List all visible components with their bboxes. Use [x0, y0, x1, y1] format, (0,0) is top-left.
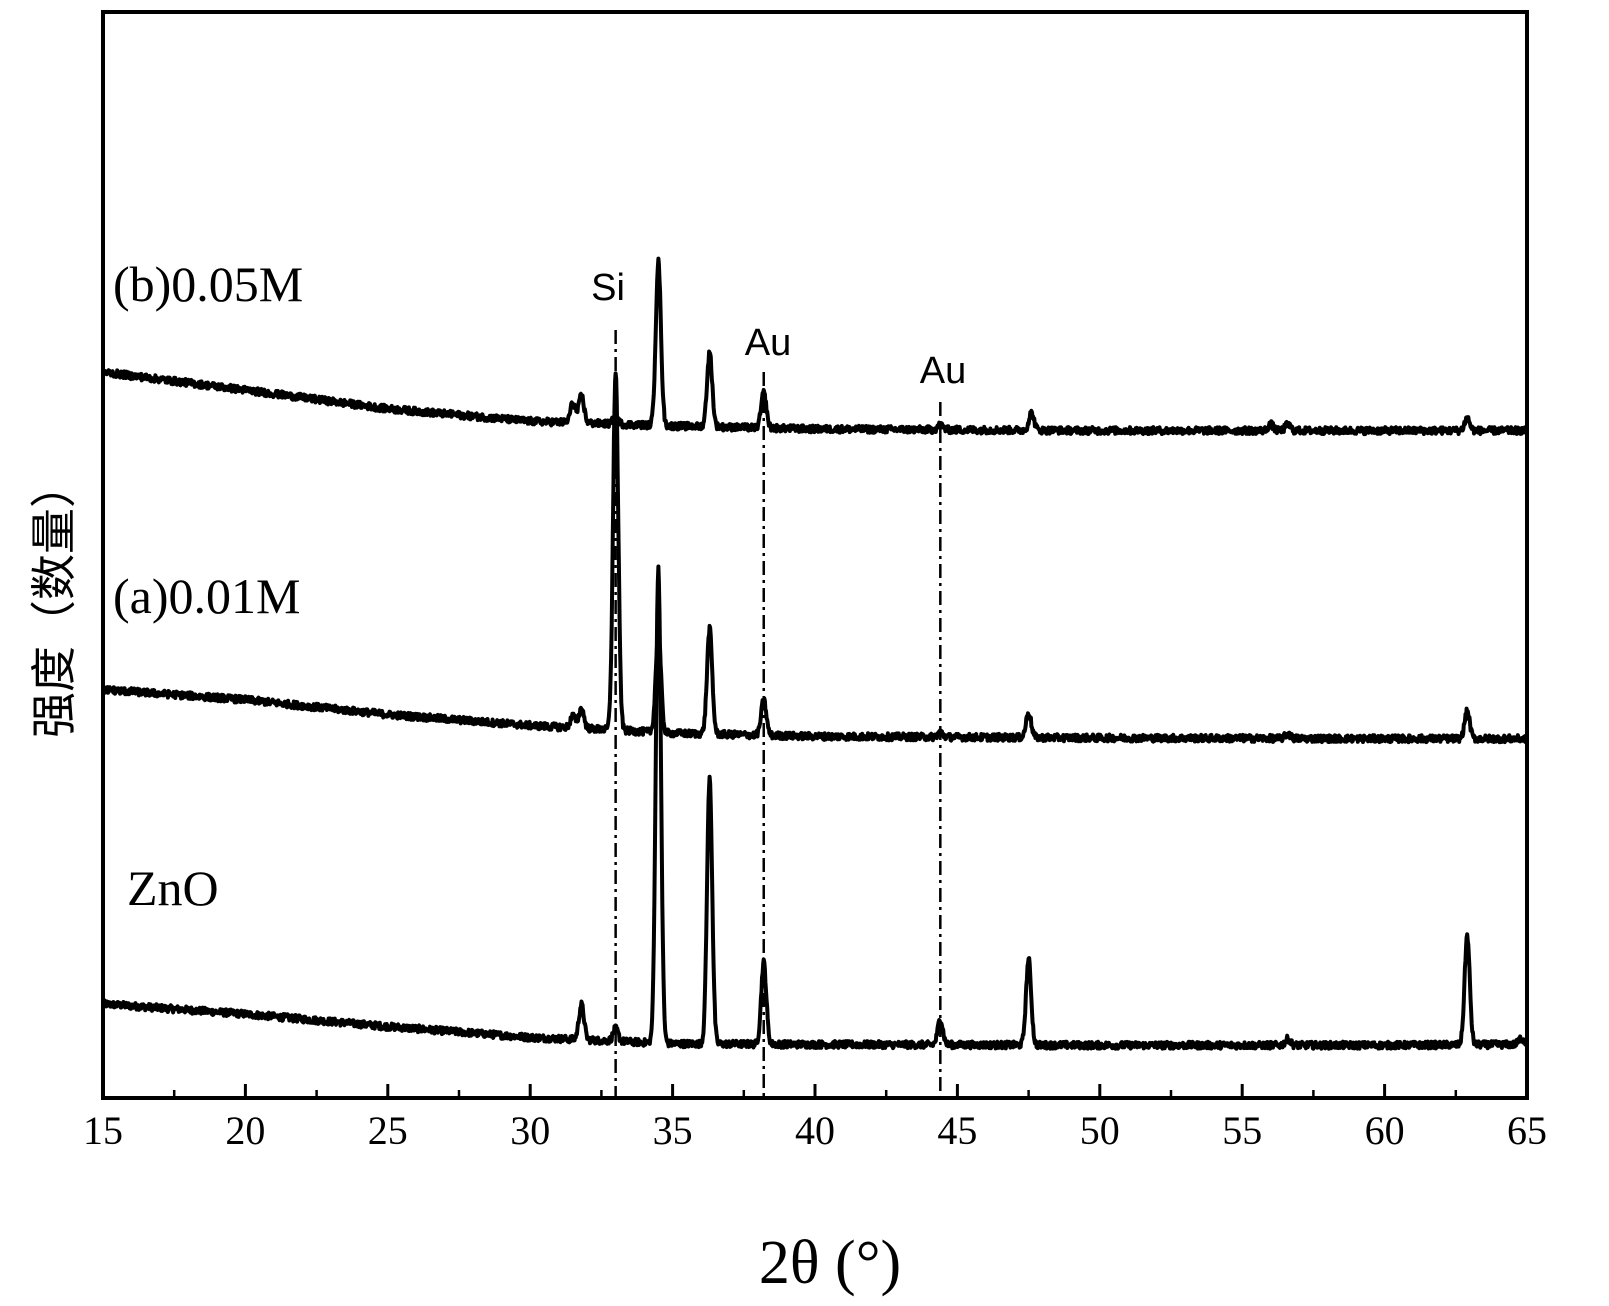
x-tick-label-9: 60 [1365, 1108, 1405, 1153]
annotations: ZnO (a)0.01M (b)0.05M Si Au Au [113, 256, 966, 916]
y-axis-title: 强度（数量） [27, 462, 81, 738]
series-line-2 [103, 259, 1527, 435]
x-tick-label-10: 65 [1507, 1108, 1547, 1153]
x-axis-title: 2θ (°) [759, 1229, 901, 1297]
reference-label-1: Au [745, 322, 791, 364]
x-tick-label-8: 55 [1222, 1108, 1262, 1153]
x-tick-label-2: 25 [368, 1108, 408, 1153]
x-tick-label-5: 40 [795, 1108, 835, 1153]
plot-frame [103, 12, 1527, 1098]
series-line-0 [103, 567, 1527, 1049]
plot-area [103, 259, 1527, 1098]
x-tick-label-6: 45 [937, 1108, 977, 1153]
reference-label-2: Au [920, 350, 966, 392]
x-tick-label-3: 30 [510, 1108, 550, 1153]
x-tick-label-7: 50 [1080, 1108, 1120, 1153]
x-tick-label-1: 20 [225, 1108, 265, 1153]
x-axis-ticks: 15 20 25 30 35 40 45 50 55 60 65 [83, 1084, 1547, 1153]
reference-label-0: Si [591, 267, 625, 309]
plot-border [103, 12, 1527, 1098]
series-label-2: (b)0.05M [113, 256, 303, 312]
x-tick-label-4: 35 [653, 1108, 693, 1153]
series-label-0: ZnO [127, 860, 219, 916]
series-label-1: (a)0.01M [113, 568, 300, 624]
x-tick-label-0: 15 [83, 1108, 123, 1153]
